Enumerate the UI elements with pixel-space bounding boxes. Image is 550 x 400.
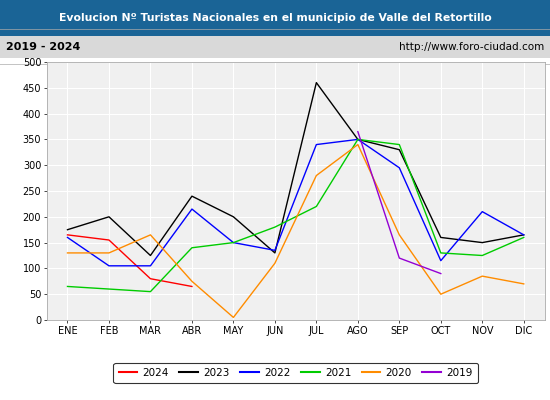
Text: http://www.foro-ciudad.com: http://www.foro-ciudad.com — [399, 42, 544, 52]
Text: 2019 - 2024: 2019 - 2024 — [6, 42, 80, 52]
Legend: 2024, 2023, 2022, 2021, 2020, 2019: 2024, 2023, 2022, 2021, 2020, 2019 — [113, 362, 478, 383]
Text: Evolucion Nº Turistas Nacionales en el municipio de Valle del Retortillo: Evolucion Nº Turistas Nacionales en el m… — [59, 13, 491, 23]
